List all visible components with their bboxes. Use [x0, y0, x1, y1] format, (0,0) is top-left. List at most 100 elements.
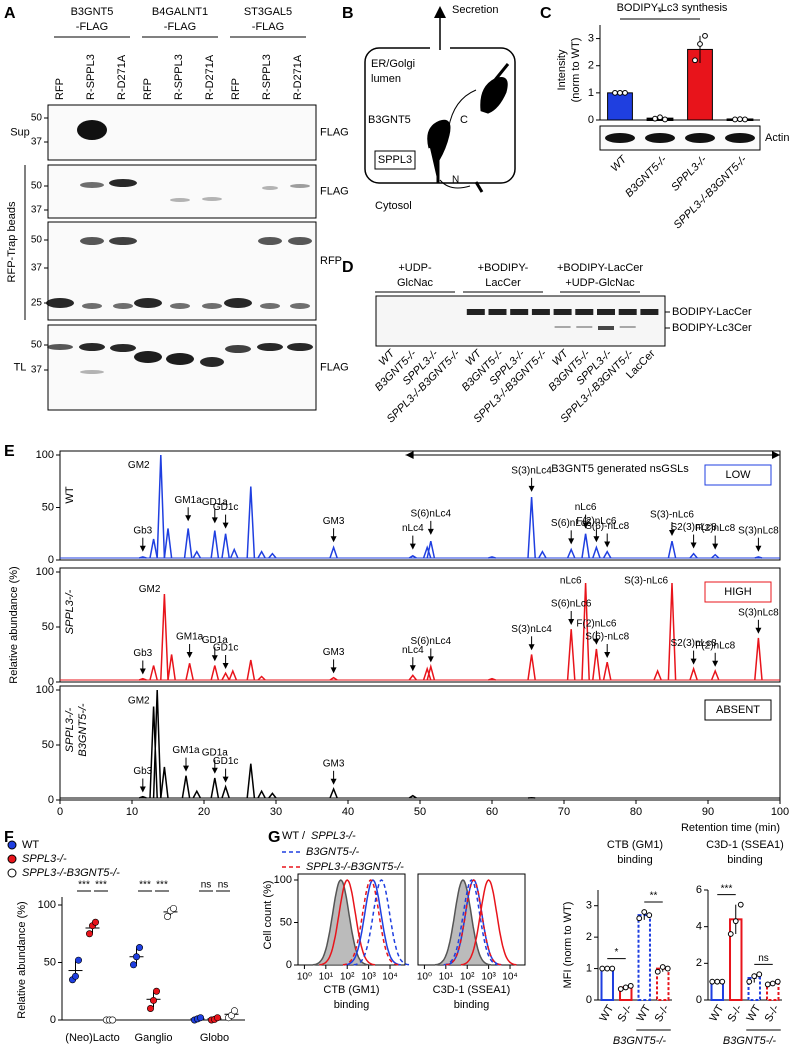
peak — [149, 665, 158, 681]
x-tick-label: 80 — [630, 806, 642, 818]
arrow-head — [409, 665, 416, 672]
data-point — [737, 901, 744, 908]
significance-label: ns — [218, 880, 229, 891]
peak-label: F(2)nLc8 — [695, 523, 735, 534]
data-point — [72, 972, 80, 980]
peak — [408, 794, 417, 799]
legend-marker — [7, 840, 17, 850]
peak-label: nLc6 — [560, 575, 582, 586]
arrow-head — [582, 522, 589, 529]
arrow-head — [330, 667, 337, 674]
blot-band — [77, 120, 107, 140]
peak — [581, 582, 590, 681]
x-tick-label: SPPL3-/-B3GNT5-/- — [672, 153, 750, 231]
data-point — [109, 1016, 117, 1024]
arrow-head — [528, 644, 535, 651]
peak — [689, 666, 698, 681]
significance-label: *** — [95, 880, 107, 891]
data-point — [150, 996, 158, 1004]
data-point — [214, 1014, 222, 1022]
peak-label: S(3)nLc4 — [511, 465, 552, 476]
peak — [257, 675, 266, 681]
legend-label: B3GNT5-/- — [306, 846, 360, 858]
data-point — [692, 57, 698, 64]
data-point — [737, 116, 743, 123]
treatment-label: +BODIPY- — [478, 262, 529, 274]
y-tick-label: 0 — [588, 114, 594, 126]
sample-label: B3GNT5-/- — [77, 703, 89, 757]
peak — [160, 766, 169, 799]
peak-label: GD1a — [202, 635, 229, 646]
peak-label: GM2 — [139, 584, 161, 595]
arrow-head — [222, 663, 229, 669]
lane-label: RFP — [142, 78, 154, 100]
peak-label: S(6)nLc6 — [551, 599, 592, 610]
legend-label: WT — [282, 830, 299, 842]
peak — [653, 668, 662, 681]
data-point — [164, 912, 172, 920]
data-point — [75, 956, 83, 964]
peak-label: Gb3 — [133, 648, 152, 659]
panel-label: F — [4, 829, 14, 846]
peak-label: S(3)-nLc6 — [624, 575, 668, 586]
probe-label: FLAG — [320, 185, 349, 197]
peak-label: GM3 — [323, 647, 345, 658]
data-point — [231, 1007, 239, 1015]
x-tick-label: 10² — [460, 972, 475, 983]
tlc-plate — [375, 295, 666, 347]
blot-band — [80, 370, 104, 374]
peak-label: GD1a — [202, 747, 229, 758]
blot-band — [202, 197, 222, 201]
blot-band — [109, 179, 137, 187]
lane-label: RFP — [54, 78, 66, 100]
arrow-head — [755, 627, 762, 634]
marker-label: 37 — [31, 137, 43, 148]
peak-label: S(6)nLc4 — [411, 509, 452, 520]
blot-band — [47, 344, 73, 350]
x-axis-label: CTB (GM1) — [323, 984, 379, 996]
x-tick-label: 10⁰ — [297, 972, 312, 983]
sample-label: WT — [64, 486, 76, 503]
significance-label: *** — [139, 880, 151, 891]
data-point — [153, 987, 161, 995]
y-tick-label: 3 — [588, 32, 594, 44]
arrow-head — [690, 658, 697, 665]
lane-label: R-D271A — [116, 54, 128, 100]
y-axis-label: Cell count (%) — [262, 880, 274, 949]
arrow-head — [669, 529, 675, 536]
peak-label: F(2)nLc6 — [576, 618, 616, 629]
arrow-head — [690, 542, 697, 549]
y-tick-label: 0 — [586, 994, 592, 1006]
data-point — [664, 965, 671, 972]
peak-label: S(3)nLc4 — [511, 624, 552, 635]
x-tick-label: 40 — [342, 806, 354, 818]
peak — [426, 663, 436, 681]
tlc-band — [488, 309, 507, 315]
panel-label: D — [342, 259, 354, 276]
x-tick-label: 20 — [198, 806, 210, 818]
arrow-head — [183, 765, 189, 772]
x-tick-label: S-/- — [616, 1003, 635, 1025]
y-axis-label: MFI (norm to WT) — [562, 902, 574, 989]
secreted-enzyme — [480, 63, 510, 114]
peak — [667, 582, 677, 681]
peak — [592, 648, 601, 681]
peak — [329, 786, 338, 799]
peak — [710, 668, 720, 681]
sample-label: SPPL3-/- — [64, 589, 76, 634]
histogram-curve — [353, 879, 410, 966]
peak-label: GM2 — [128, 460, 150, 471]
level-label: HIGH — [724, 586, 752, 598]
legend-label: SPPL3-/-B3GNT5-/- — [306, 861, 404, 873]
peak — [246, 763, 256, 799]
blot-band — [82, 303, 102, 309]
peak — [210, 530, 220, 559]
y-tick-label: 50 — [42, 621, 54, 633]
arrow-head — [222, 522, 229, 529]
construct-label: B3GNT5 — [71, 6, 114, 18]
data-point — [702, 32, 708, 39]
panel-label: E — [4, 443, 15, 460]
level-label: LOW — [725, 469, 751, 481]
peak — [149, 706, 158, 799]
x-tick-label: 10³ — [481, 972, 496, 983]
